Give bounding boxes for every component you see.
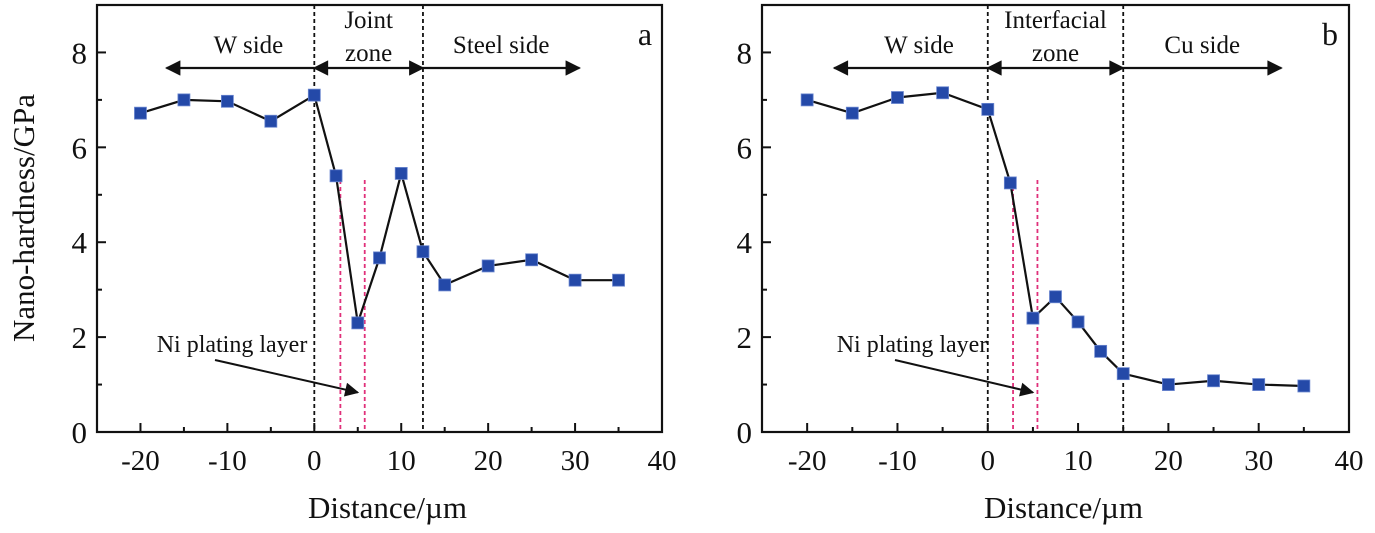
data-point-marker [1161,378,1175,391]
x-tick-label: 40 [648,445,677,477]
y-tick-label: 8 [72,35,88,70]
data-point-marker [1026,311,1040,325]
data-point-marker [612,273,625,287]
x-tick-label: 10 [387,445,416,477]
annotation-arrow [894,359,1035,397]
data-point-marker [264,114,278,128]
plot-frame [760,3,1351,434]
y-axis-label: Nano-hardness/GPa [6,94,41,342]
data-point-marker [220,94,234,108]
x-axis-label: Distance/µm [308,490,467,525]
y-tick-label: 6 [737,130,753,165]
region-label: Steel side [453,32,550,59]
region-label-line1: Interfacial [1004,7,1107,34]
data-point-marker [177,93,191,107]
data-point-marker [525,253,539,267]
data-point-marker [1049,290,1062,304]
x-tick-label: 20 [474,445,503,477]
x-tick-label: 40 [1335,445,1364,477]
data-point-marker [1094,344,1108,358]
data-point-marker [329,169,343,183]
y-tick-label: 4 [72,225,88,260]
region-label-line1: Joint [344,7,393,34]
data-point-marker [1252,378,1266,391]
x-tick-label: -10 [878,445,917,477]
x-tick-label: -20 [121,445,160,477]
data-point-marker [416,245,430,259]
y-tick-label: 4 [737,225,753,260]
x-tick-label: 30 [1244,445,1273,477]
annotation-text: Ni plating layer [837,332,988,358]
x-tick-label: 20 [1154,445,1183,477]
data-point-marker [438,278,452,292]
x-tick-label: -10 [208,445,247,477]
data-point-marker [936,86,950,100]
y-tick-label: 0 [72,415,88,450]
y-tick-label: 2 [72,320,88,355]
series-line [140,93,619,324]
x-axis-label: Distance/µm [984,490,1143,525]
chart-panel-b: -20 -10 0 10 20 30 40 0 2 4 6 8 Distance/µm b W side In… [737,3,1364,525]
x-tick-label: 30 [561,445,590,477]
y-tick-label: 0 [737,415,753,450]
data-point-marker [373,251,386,265]
data-point-marker [134,106,147,120]
region-label: Cu side [1164,32,1240,59]
annotation-arrow [214,359,360,397]
region-label-line2: zone [345,40,392,67]
data-point-marker [845,106,859,120]
panel-label: b [1322,16,1338,52]
data-point-marker [1297,379,1311,393]
data-point-marker [800,93,814,107]
x-tick-label: 0 [981,445,996,477]
y-tick-label: 2 [737,320,753,355]
plot-frame [95,3,664,434]
data-point-marker [481,259,495,273]
data-point-marker [1116,367,1130,381]
data-point-marker [1207,374,1220,388]
chart-panel-a: -20 -10 0 10 20 30 40 0 2 4 6 8 Distance/µm a W side Jo… [72,3,677,525]
data-point-marker [1003,176,1017,190]
data-point-marker [568,273,582,287]
data-point-marker [394,167,408,180]
data-point-marker [981,102,995,116]
x-tick-label: -20 [788,445,827,477]
region-label: W side [214,32,284,59]
x-tick-label: 10 [1064,445,1093,477]
data-point-marker [1071,315,1085,329]
panel-label: a [638,16,652,52]
y-tick-label: 6 [72,130,88,165]
region-label: W side [884,32,954,59]
x-tick-label: 0 [307,445,322,477]
region-label-line2: zone [1032,40,1079,67]
data-point-marker [891,91,904,104]
data-point-marker [351,316,365,330]
y-tick-label: 8 [737,35,753,70]
data-point-marker [307,88,321,102]
annotation-text: Ni plating layer [157,332,308,358]
